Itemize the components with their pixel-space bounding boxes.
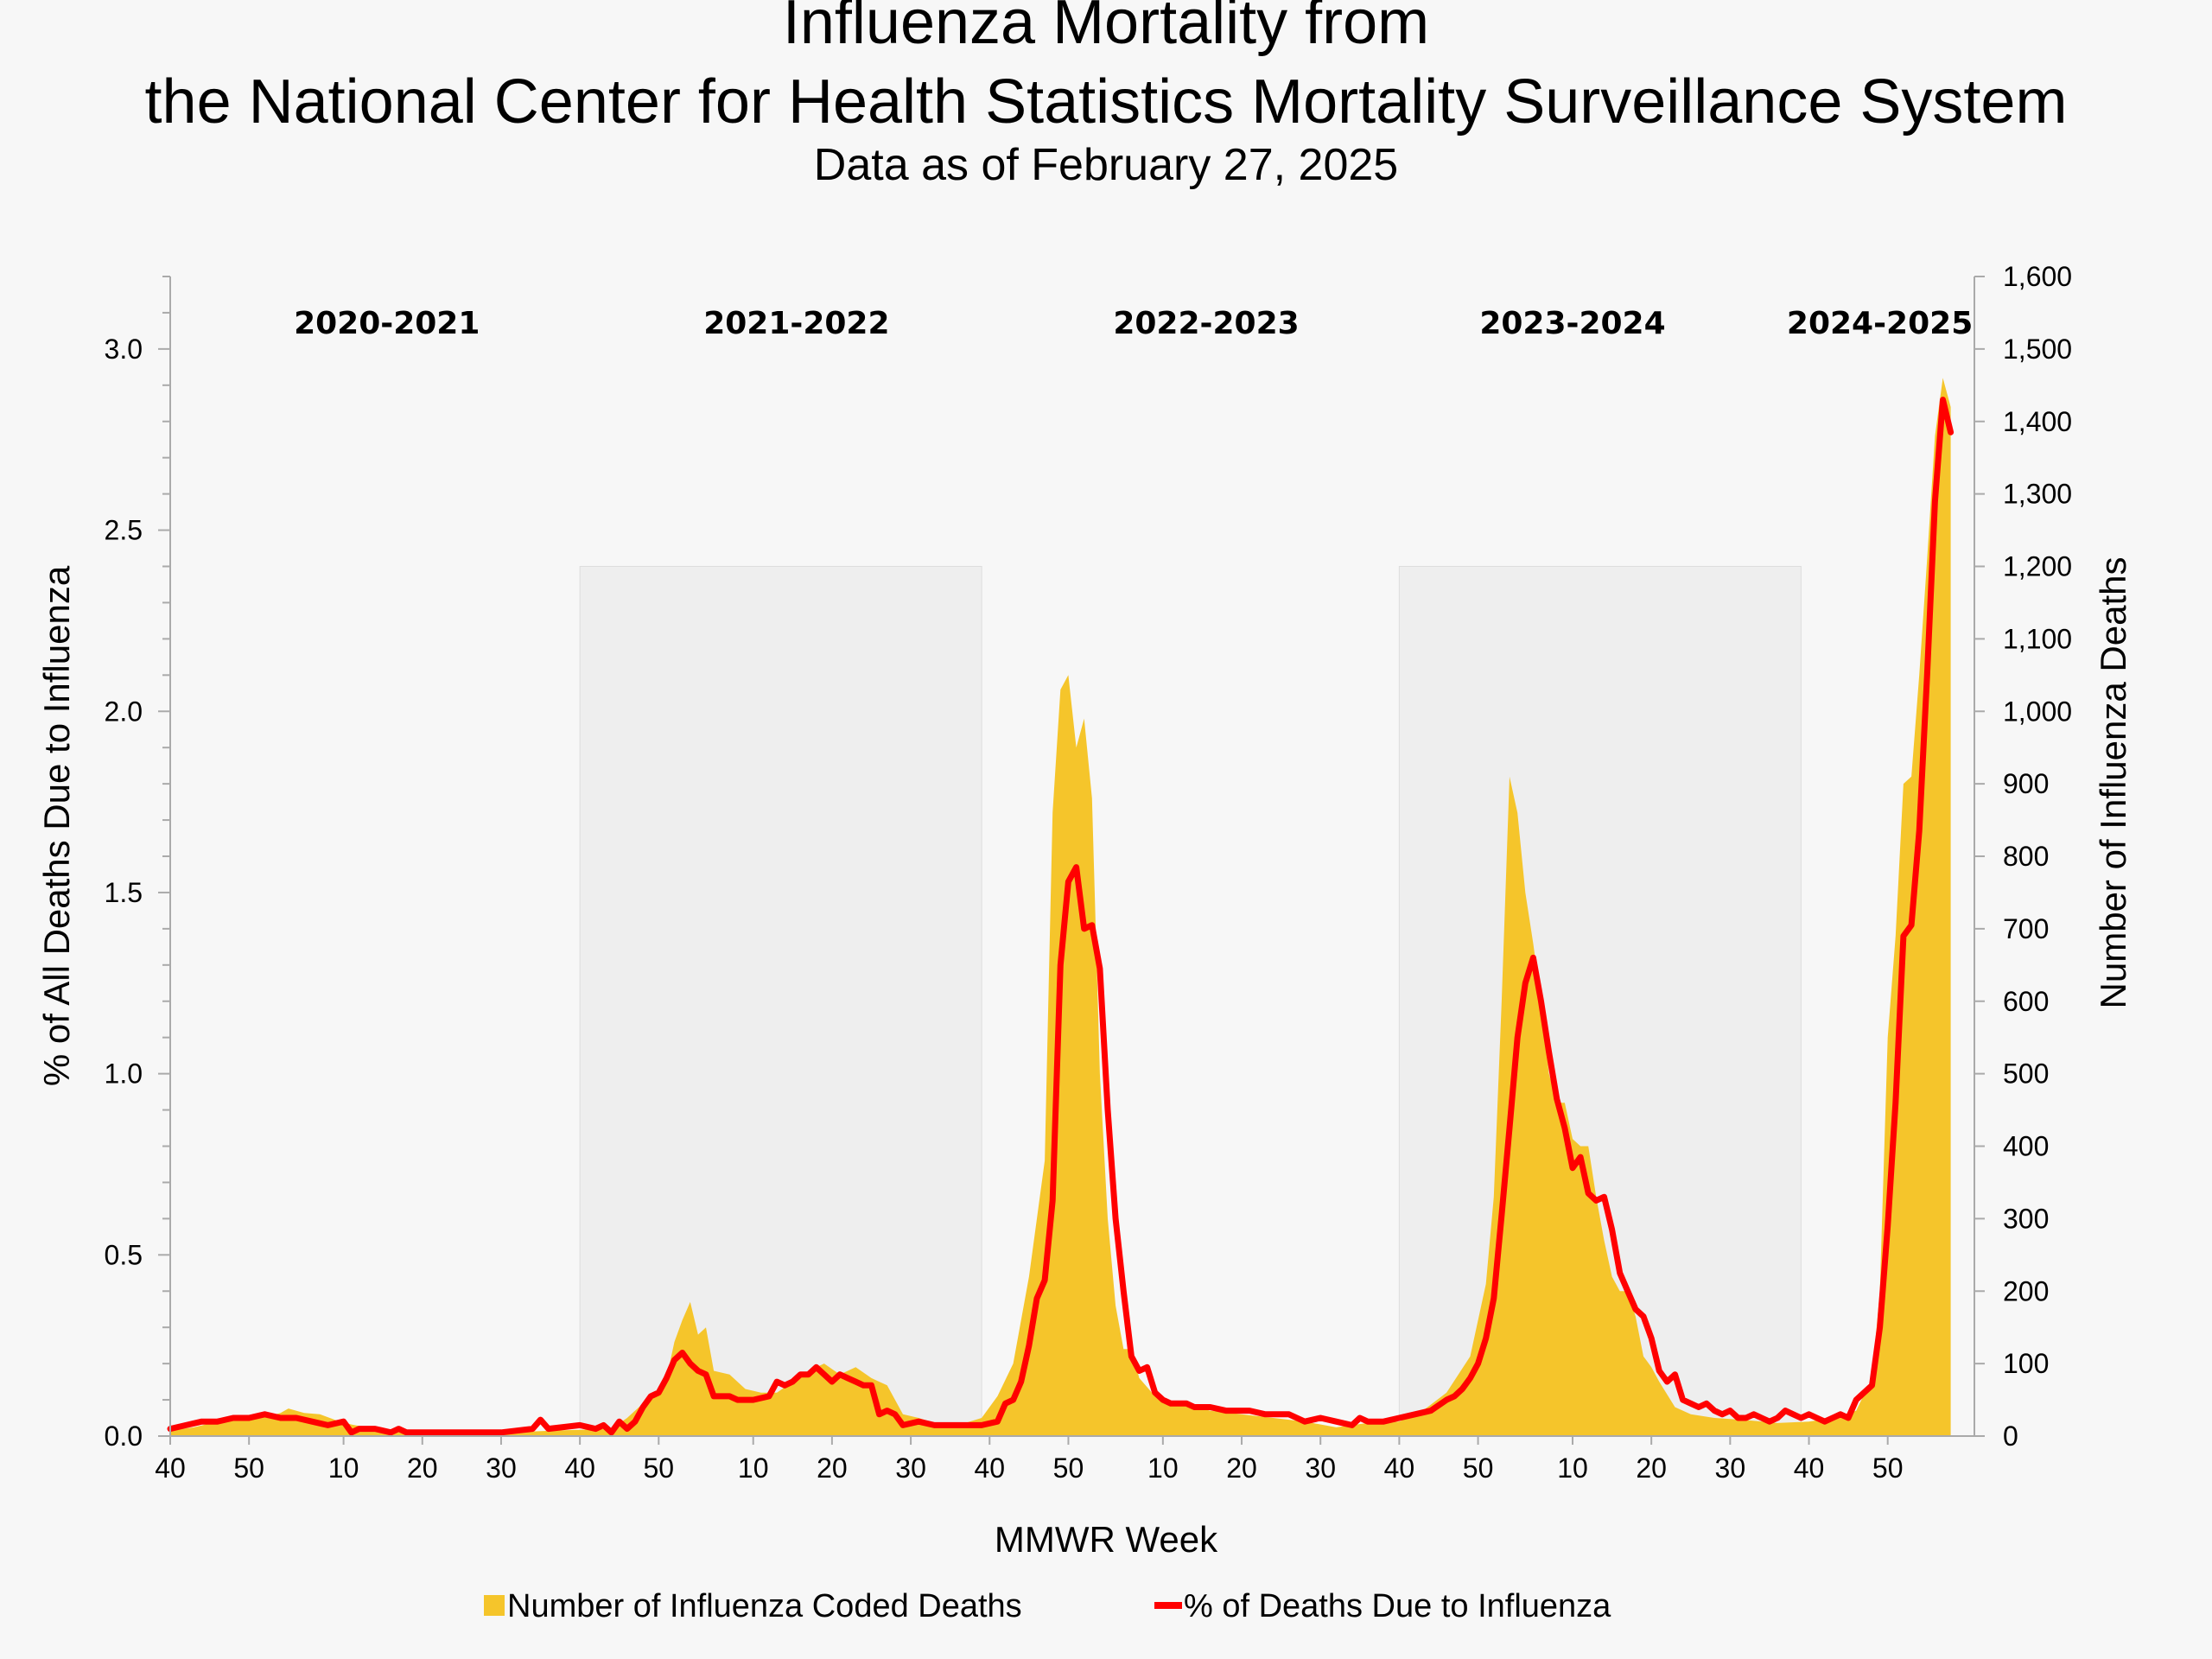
x-axis-tick-label: 50 <box>1872 1452 1904 1484</box>
y-axis-right-tick-label: 1,600 <box>2003 261 2072 292</box>
x-axis-tick-label: 50 <box>1053 1452 1084 1484</box>
y-axis-right-tick-label: 200 <box>2003 1275 2049 1306</box>
chart-title-line-1: Influenza Mortality from <box>783 0 1429 57</box>
x-axis-tick-label: 20 <box>407 1452 438 1484</box>
y-axis-right-tick-label: 300 <box>2003 1203 2049 1234</box>
x-axis-tick-label: 10 <box>328 1452 359 1484</box>
season-label: 2020-2021 <box>294 306 480 341</box>
shaded-season-band <box>579 566 982 1437</box>
x-axis-tick-label: 20 <box>1636 1452 1667 1484</box>
y-axis-right-tick-label: 400 <box>2003 1131 2049 1162</box>
chart-title-line-2: the National Center for Health Statistic… <box>145 67 2068 137</box>
y-axis-right-tick-label: 100 <box>2003 1348 2049 1379</box>
season-label: 2022-2023 <box>1113 306 1299 341</box>
y-axis-left-tick-label: 0.0 <box>105 1421 143 1452</box>
y-axis-right-tick-label: 600 <box>2003 986 2049 1017</box>
percent-deaths-line <box>167 397 1955 1436</box>
x-axis-tick-label: 40 <box>1384 1452 1415 1484</box>
x-axis-tick-label: 50 <box>1463 1452 1494 1484</box>
x-axis-tick-label: 10 <box>1147 1452 1179 1484</box>
x-axis-tick-label: 50 <box>644 1452 675 1484</box>
legend-area-label: Number of Influenza Coded Deaths <box>507 1588 1022 1624</box>
y-axis-left-title: % of All Deaths Due to Influenza <box>36 565 77 1086</box>
season-label: 2024-2025 <box>1787 306 1973 341</box>
y-axis-right-tick-label: 1,100 <box>2003 623 2072 654</box>
y-axis-right-tick-label: 800 <box>2003 841 2049 872</box>
x-axis-tick-label: 20 <box>1226 1452 1257 1484</box>
y-axis-right-tick-label: 900 <box>2003 768 2049 799</box>
title-group: Influenza Mortality from the National Ce… <box>145 0 2068 190</box>
season-label: 2021-2022 <box>703 306 889 341</box>
legend-area-swatch <box>484 1595 505 1616</box>
y-axis-right-tick-label: 1,200 <box>2003 551 2072 582</box>
y-axis-right-title: Number of Influenza Deaths <box>2093 557 2133 1009</box>
y-axis-left-tick-label: 1.0 <box>105 1058 143 1090</box>
season-label: 2023-2024 <box>1479 306 1665 341</box>
percent-line-layer <box>167 397 1955 1436</box>
x-axis-tick-label: 30 <box>1715 1452 1746 1484</box>
x-axis-tick-label: 40 <box>564 1452 595 1484</box>
season-labels: 2020-2021 2021-2022 2022-2023 2023-2024 2024… <box>294 306 1973 341</box>
x-axis-tick-label: 50 <box>233 1452 264 1484</box>
axes: 0.0 0.5 1.0 1.5 2.0 2.5 3.0 0 100 200 300 400 500 600… <box>105 261 2073 1484</box>
legend-line-label: % of Deaths Due to Influenza <box>1184 1588 1611 1624</box>
x-axis-tick-label: 30 <box>486 1452 517 1484</box>
y-axis-left-tick-label: 2.0 <box>105 696 143 727</box>
y-axis-right-tick-label: 700 <box>2003 913 2049 944</box>
y-axis-left-tick-label: 1.5 <box>105 877 143 908</box>
y-axis-right-tick-label: 1,000 <box>2003 696 2072 727</box>
y-axis-right-tick-label: 1,400 <box>2003 406 2072 437</box>
chart-subtitle: Data as of February 27, 2025 <box>814 140 1398 190</box>
x-axis-tick-label: 40 <box>155 1452 186 1484</box>
x-axis-tick-label: 30 <box>1305 1452 1336 1484</box>
y-axis-right-tick-label: 1,500 <box>2003 334 2072 365</box>
y-axis-right-tick-label: 500 <box>2003 1058 2049 1090</box>
x-axis-tick-label: 40 <box>974 1452 1005 1484</box>
x-axis-title: MMWR Week <box>995 1519 1218 1560</box>
x-axis-tick-label: 20 <box>817 1452 848 1484</box>
y-axis-right-tick-label: 0 <box>2003 1421 2018 1452</box>
x-axis-tick-label: 40 <box>1794 1452 1825 1484</box>
x-axis-tick-label: 10 <box>738 1452 769 1484</box>
y-axis-left-tick-label: 2.5 <box>105 515 143 546</box>
y-axis-left-tick-label: 3.0 <box>105 334 143 365</box>
legend: Number of Influenza Coded Deaths % of De… <box>484 1588 1611 1624</box>
y-axis-right-tick-label: 1,300 <box>2003 479 2072 510</box>
x-axis-tick-label: 30 <box>895 1452 926 1484</box>
y-axis-left-tick-label: 0.5 <box>105 1239 143 1270</box>
x-axis-tick-label: 10 <box>1557 1452 1588 1484</box>
